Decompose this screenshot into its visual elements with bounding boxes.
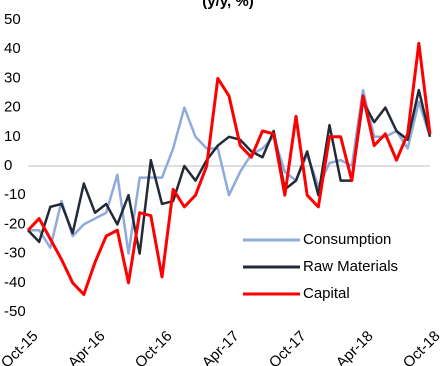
y-tick-label: -20 bbox=[4, 215, 26, 232]
y-tick-label: 20 bbox=[4, 99, 21, 116]
x-tick-label: Oct-18 bbox=[400, 328, 443, 366]
x-tick-label: Apr-16 bbox=[65, 328, 109, 366]
y-tick-label: 30 bbox=[4, 69, 21, 86]
x-tick-label: Oct-16 bbox=[132, 328, 176, 366]
y-tick-label: -10 bbox=[4, 186, 26, 203]
series-line bbox=[26, 41, 432, 296]
y-tick-label: -40 bbox=[4, 274, 26, 291]
y-tick-label: -30 bbox=[4, 245, 26, 262]
legend-label: Consumption bbox=[303, 231, 391, 248]
y-tick-label: 50 bbox=[4, 11, 21, 28]
y-tick-label: 0 bbox=[4, 157, 12, 174]
series-line bbox=[28, 88, 432, 255]
x-tick-label: Apr-17 bbox=[199, 328, 243, 366]
x-tick-label: Oct-15 bbox=[0, 328, 42, 366]
legend-label: Capital bbox=[303, 285, 350, 302]
series-line bbox=[27, 88, 432, 255]
chart-title: (y/y, %) bbox=[202, 0, 253, 10]
x-tick-label: Apr-18 bbox=[333, 328, 377, 366]
x-tick-label: Oct-17 bbox=[266, 328, 310, 366]
y-tick-label: 10 bbox=[4, 128, 21, 145]
y-tick-label: 40 bbox=[4, 40, 21, 57]
y-tick-label: -50 bbox=[4, 303, 26, 320]
legend-label: Raw Materials bbox=[303, 258, 398, 275]
